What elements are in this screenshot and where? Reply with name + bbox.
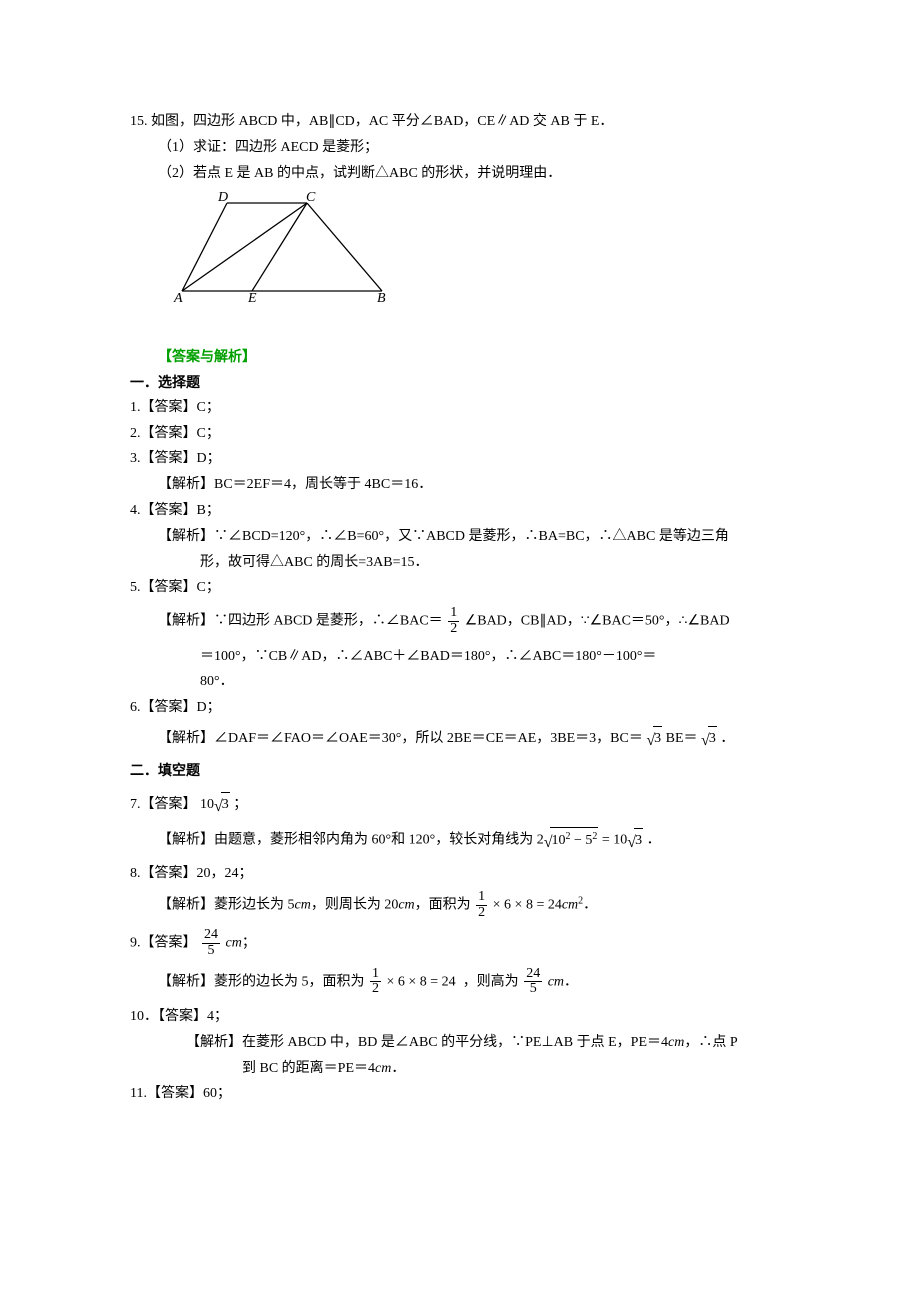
q4-answer: 4.【答案】B； [130, 499, 810, 523]
q2-answer: 2.【答案】C； [130, 422, 810, 446]
q8-jx-a: 菱形边长为 5 [214, 897, 295, 912]
q5-jx-b: ∠BAD，CB∥AD，∵∠BAC＝50°，∴∠BAD [465, 614, 730, 629]
figure-label-b: B [377, 291, 386, 303]
q3-explain: 【解析】BC＝2EF＝4，周长等于 4BC＝16． [130, 473, 810, 497]
q7-ans-label: 7.【答案】 [130, 797, 197, 812]
figure-label-a: A [173, 291, 183, 303]
q6-jx-b: BE＝ [666, 731, 698, 746]
frac-half-1: 12 [448, 606, 459, 636]
q8-jx-c: ，面积为 [415, 897, 471, 912]
q9-jx-c: ． [564, 974, 578, 989]
frac-half-2: 12 [476, 890, 487, 920]
q9-answer: 9.【答案】 245 cm； [130, 928, 810, 958]
q5-explain-line1: 【解析】∵四边形 ABCD 是菱形，∴∠BAC＝ 12 ∠BAD，CB∥AD，∵… [158, 606, 810, 636]
sqrt-10sq-5sq: √102 − 52 [544, 827, 599, 854]
q10-jx-c: 到 BC 的距离＝PE＝4 [242, 1061, 375, 1076]
q8-cm1: cm [295, 897, 311, 912]
q4-explain-a: 【解析】∵∠BCD=120°，∴∠B=60°，又∵ABCD 是菱形，∴BA=BC… [158, 525, 810, 549]
q1-answer: 1.【答案】C； [130, 396, 810, 420]
q5-explain-line2: ＝100°，∵CB∥AD，∴∠ABC＋∠BAD＝180°，∴∠ABC＝180°－… [200, 645, 810, 669]
q10-cm2: cm [375, 1061, 391, 1076]
sqrt3-4: √3 [627, 828, 643, 854]
q7-answer: 7.【答案】 10√3 ； [130, 792, 810, 818]
q3-jx-label: 【解析】 [158, 477, 214, 492]
figure-label-e: E [247, 291, 257, 303]
q5-explain-line3: 80°． [200, 670, 810, 694]
q9-cm1: cm [226, 936, 242, 951]
q10-jx-a: 在菱形 ABCD 中，BD 是∠ABC 的平分线，∵PE⊥AB 于点 E，PE＝… [242, 1035, 668, 1050]
figure-label-d: D [217, 191, 228, 205]
q6-answer: 6.【答案】D； [130, 696, 810, 720]
q6-jx-label: 【解析】 [158, 731, 214, 746]
sqrt3-1: √3 [646, 726, 662, 752]
q4-jx-a: ∵∠BCD=120°，∴∠B=60°，又∵ABCD 是菱形，∴BA=BC，∴△A… [214, 529, 729, 544]
q10-jx-label: 【解析】 [186, 1035, 242, 1050]
q11-answer: 11.【答案】60； [130, 1082, 810, 1106]
q5-jx-label: 【解析】 [158, 614, 214, 629]
section-1-heading: 一．选择题 [130, 372, 810, 396]
q8-cm2: cm [398, 897, 414, 912]
q4-jx-label: 【解析】 [158, 529, 214, 544]
answers-heading: 【答案与解析】 [158, 346, 810, 370]
sqrt3-3: √3 [214, 792, 230, 818]
q7-explain: 【解析】由题意，菱形相邻内角为 60°和 120°，较长对角线为 2√102 −… [158, 827, 810, 854]
problem-15-part1: （1）求证：四边形 AECD 是菱形； [158, 136, 810, 160]
q9-prod: × 6 × 8 = 24 [387, 974, 456, 989]
sqrt3-2: √3 [701, 726, 717, 752]
q8-prod: × 6 × 8 = 24 [493, 897, 562, 912]
q7-jx-label: 【解析】 [158, 833, 214, 848]
problem-15-part2: （2）若点 E 是 AB 的中点，试判断△ABC 的形状，并说明理由． [158, 162, 810, 186]
q8-answer: 8.【答案】20，24； [130, 862, 810, 886]
q7-eq: = 10 [602, 833, 627, 848]
q8-explain: 【解析】菱形边长为 5cm，则周长为 20cm，面积为 12 × 6 × 8 =… [158, 890, 810, 920]
q5-jx-a: ∵四边形 ABCD 是菱形，∴∠BAC＝ [214, 614, 443, 629]
q10-explain-a: 【解析】在菱形 ABCD 中，BD 是∠ABC 的平分线，∵PE⊥AB 于点 E… [186, 1031, 810, 1055]
q9-ans-label: 9.【答案】 [130, 936, 197, 951]
q9-cm2: cm [548, 974, 564, 989]
q10-cm1: cm [668, 1035, 684, 1050]
figure-quadrilateral: A E B D C [172, 191, 810, 312]
q4-explain-b: 形，故可得△ABC 的周长=3AB=15． [200, 551, 810, 575]
q7-semi: ； [233, 797, 247, 812]
q8-jx-label: 【解析】 [158, 897, 214, 912]
q6-jx-c: ． [720, 731, 734, 746]
q7-coeff: 10 [200, 797, 214, 812]
q9-jx-b: ，则高为 [463, 974, 519, 989]
q10-answer: 10．【答案】4； [130, 1005, 810, 1029]
q3-jx-text: BC＝2EF＝4，周长等于 4BC＝16． [214, 477, 432, 492]
section-2-heading: 二．填空题 [130, 760, 810, 784]
q8-jx-d: ． [583, 897, 597, 912]
q6-explain: 【解析】∠DAF＝∠FAO＝∠OAE＝30°，所以 2BE＝CE＝AE，3BE＝… [158, 726, 810, 752]
q9-jx-a: 菱形的边长为 5，面积为 [214, 974, 365, 989]
frac-24-5-a: 245 [202, 928, 220, 958]
problem-15-stem: 15. 如图，四边形 ABCD 中，AB∥CD，AC 平分∠BAD，CE∥AD … [130, 110, 810, 134]
q3-answer: 3.【答案】D； [130, 447, 810, 471]
q10-jx-b: ，∴点 P [684, 1035, 737, 1050]
q9-explain: 【解析】菱形的边长为 5，面积为 12 × 6 × 8 = 24 ，则高为 24… [158, 967, 810, 997]
q7-two: 2 [537, 833, 544, 848]
q8-jx-b: ，则周长为 20 [311, 897, 399, 912]
figure-label-c: C [306, 191, 316, 205]
q10-jx-d: ． [391, 1061, 405, 1076]
q6-jx-a: ∠DAF＝∠FAO＝∠OAE＝30°，所以 2BE＝CE＝AE，3BE＝3，BC… [214, 731, 643, 746]
frac-24-5-b: 245 [524, 967, 542, 997]
q5-answer: 5.【答案】C； [130, 576, 810, 600]
frac-half-3: 12 [370, 967, 381, 997]
q10-explain-b: 到 BC 的距离＝PE＝4cm． [242, 1057, 810, 1081]
q9-semi: ； [242, 936, 256, 951]
q7-jx-a: 由题意，菱形相邻内角为 60°和 120°，较长对角线为 [214, 833, 533, 848]
q9-jx-label: 【解析】 [158, 974, 214, 989]
